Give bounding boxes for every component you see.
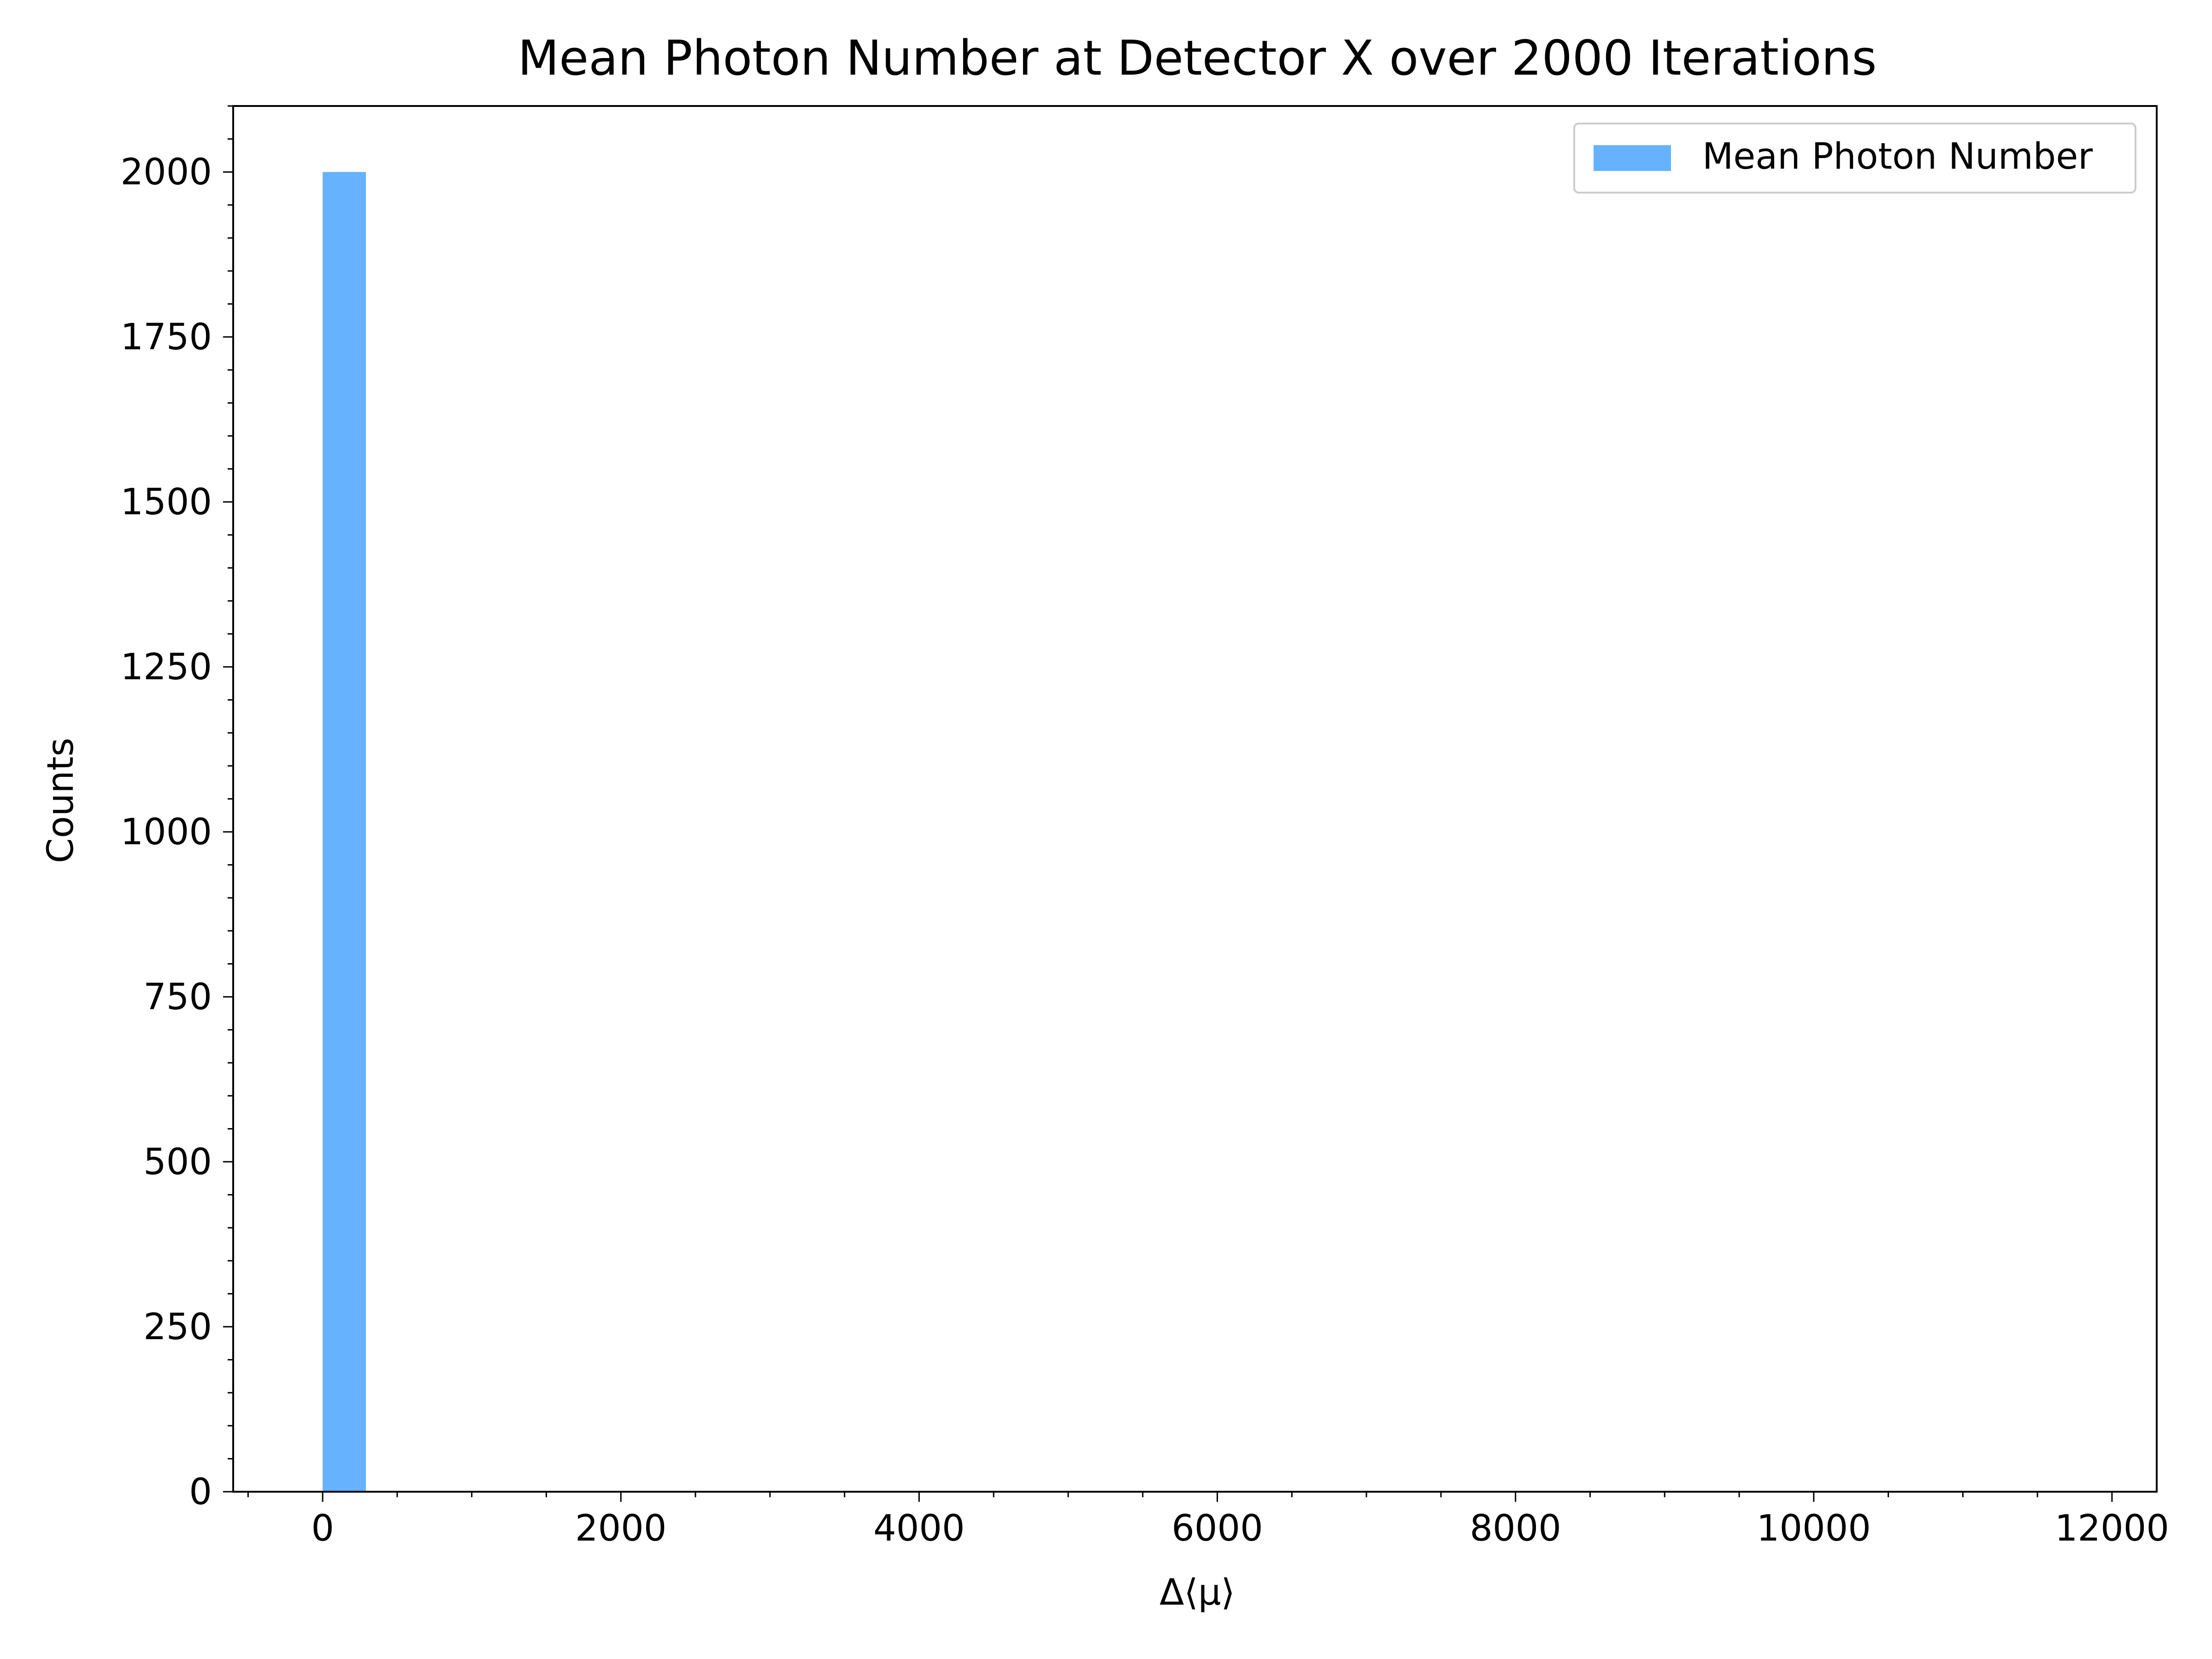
- plot-area: 0 2000 4000 6000 8000 10000 12000 0 250 500 750 100…: [120, 105, 2169, 1549]
- x-tick-label: 4000: [873, 1508, 965, 1549]
- x-tick-label: 6000: [1171, 1508, 1263, 1549]
- x-tick-label: 12000: [2055, 1508, 2169, 1549]
- legend: Mean Photon Number: [1573, 123, 2136, 194]
- y-tick-label: 1000: [120, 812, 212, 853]
- y-axis-label: Counts: [40, 738, 82, 863]
- y-tick-label: 750: [143, 977, 212, 1018]
- x-tick-label: 2000: [575, 1508, 667, 1549]
- histogram-bar: [323, 172, 366, 1492]
- y-tick-label: 1250: [120, 647, 212, 688]
- x-tick-label: 10000: [1757, 1508, 1871, 1549]
- x-tick-label: 8000: [1470, 1508, 1561, 1549]
- y-tick-label: 250: [143, 1306, 212, 1348]
- y-tick-label: 1750: [120, 317, 212, 358]
- y-tick-label: 2000: [120, 152, 212, 193]
- y-tick-label: 1500: [120, 482, 212, 523]
- x-axis-label: Δ⟨μ⟩: [1159, 1572, 1235, 1613]
- legend-frame: [1573, 123, 2136, 194]
- legend-swatch: [1594, 145, 1671, 171]
- x-tick-label: 0: [311, 1508, 334, 1549]
- y-tick-label: 0: [189, 1471, 212, 1513]
- y-tick-label: 500: [143, 1141, 212, 1183]
- legend-label: Mean Photon Number: [1702, 136, 2093, 177]
- chart-title: Mean Photon Number at Detector X over 20…: [518, 30, 1877, 86]
